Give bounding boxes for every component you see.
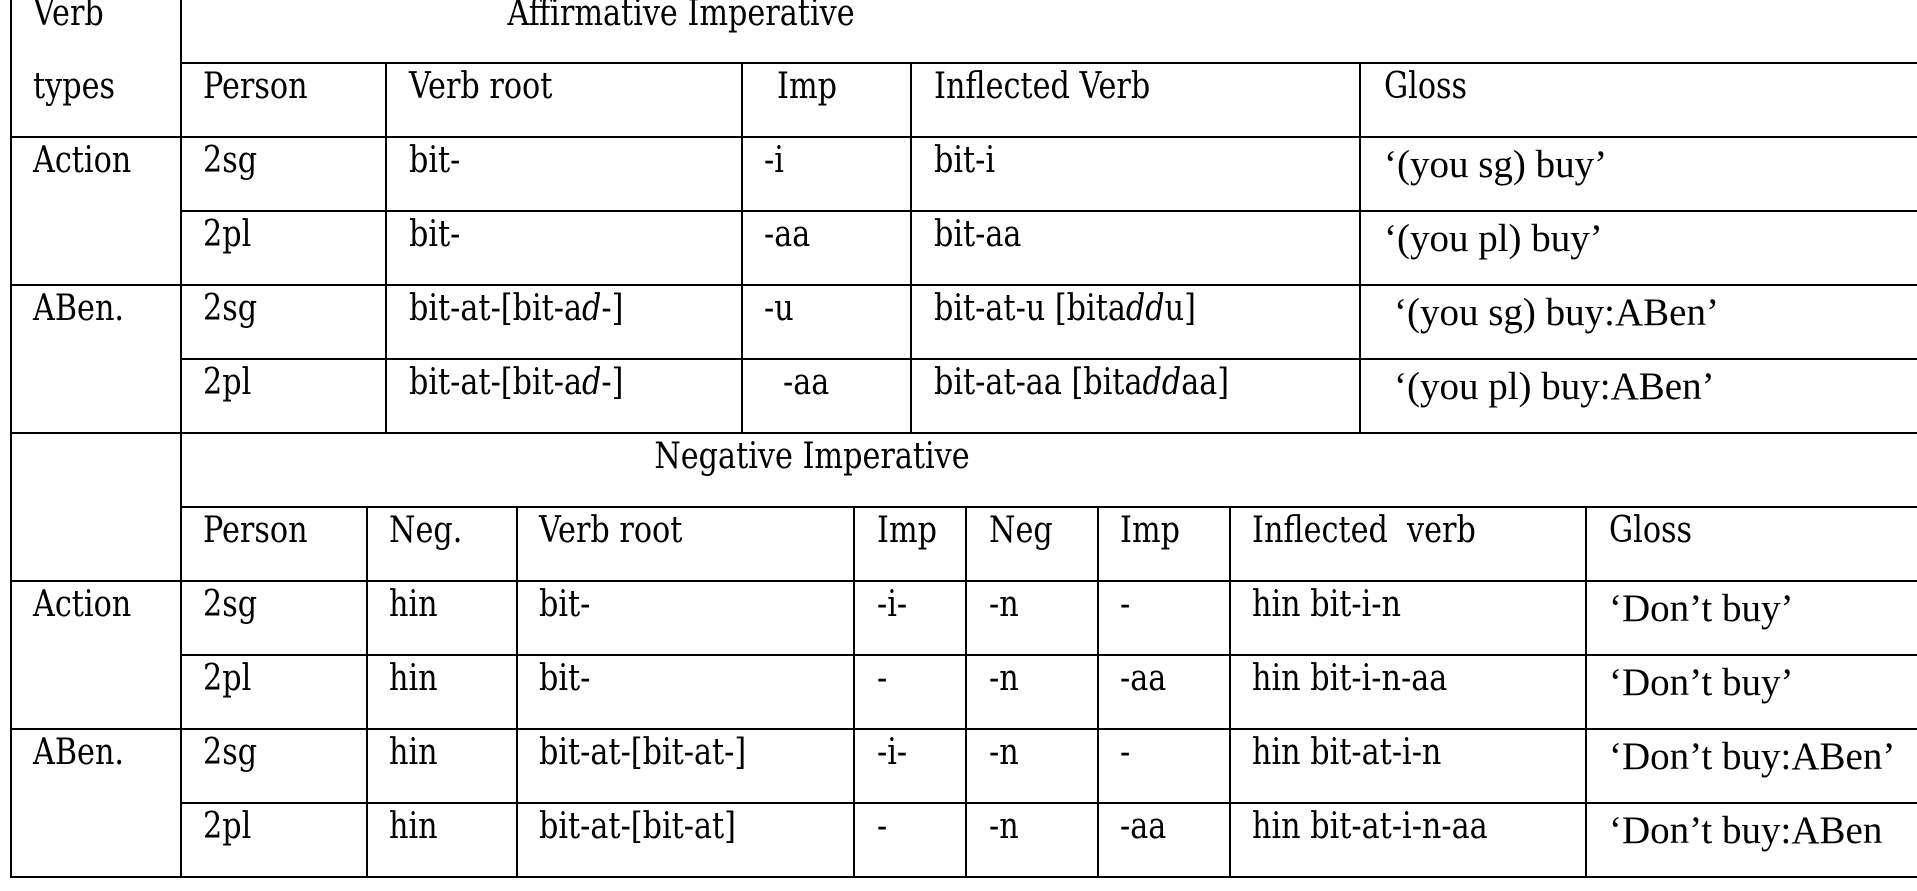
column-header: Gloss [1384, 66, 1468, 107]
table-rule [181, 506, 1917, 508]
person-cell: 2sg [203, 140, 258, 181]
table-rule [965, 506, 967, 878]
table-rule [1585, 506, 1587, 878]
inflected-verb-cell: hin bit-i-n [1252, 584, 1402, 625]
neg-cell: hin [389, 732, 438, 773]
verb-root-cell: bit- [409, 140, 461, 181]
inflected-verb-cell: bit-at-u [bitaddu] [934, 288, 1196, 329]
affirmative-title: Affirmative Imperative [507, 0, 855, 34]
imp-suffix-cell: -aa [1120, 658, 1167, 699]
imp-cell: -u [764, 288, 794, 329]
table-rule [385, 62, 387, 434]
table-rule [181, 802, 1917, 804]
person-cell: 2pl [203, 362, 252, 403]
gloss-cell: ‘(you sg) buy:ABen’ [1394, 291, 1719, 334]
verb-root-cell: bit-at-[bit-at-] [539, 732, 747, 773]
neg-cell: hin [389, 584, 438, 625]
verb-root-cell: bit-at-[bit-ad-] [409, 362, 624, 403]
gloss-cell: ‘Don’t buy:ABen’ [1609, 735, 1896, 778]
person-cell: 2sg [203, 584, 258, 625]
person-cell: 2pl [203, 658, 252, 699]
table-rule [181, 358, 1917, 360]
imp-suffix-cell: - [1120, 732, 1131, 773]
imp-cell: -aa [783, 362, 830, 403]
verb-type-cell: ABen. [33, 732, 125, 773]
table-rule [10, 0, 12, 878]
column-header: Imp [1120, 510, 1180, 551]
column-header: Person [203, 66, 308, 107]
column-header: Verb root [539, 510, 683, 551]
gloss-cell: ‘Don’t buy’ [1609, 661, 1794, 704]
verb-types-header: Verb [33, 0, 104, 34]
table-rule [181, 62, 1917, 64]
inflected-verb-cell: hin bit-at-i-n [1252, 732, 1442, 773]
inflected-verb-cell: bit-aa [934, 214, 1022, 255]
verb-root-cell: bit- [539, 658, 591, 699]
column-header: Person [203, 510, 308, 551]
gloss-cell: ‘(you pl) buy:ABen’ [1394, 365, 1715, 408]
table-rule [10, 432, 1917, 434]
imp-cell: -i- [877, 732, 908, 773]
verb-root-cell: bit-at-[bit-at] [539, 806, 736, 847]
table-rule [516, 506, 518, 878]
gloss-cell: ‘Don’t buy:ABen [1609, 809, 1883, 852]
gloss-cell: ‘Don’t buy’ [1609, 587, 1794, 630]
verb-type-cell: Action [33, 584, 132, 625]
column-header: Inflected Verb [934, 66, 1151, 107]
neg-suffix-cell: -n [989, 584, 1019, 625]
imp-cell: - [877, 806, 888, 847]
verb-root-cell: bit- [409, 214, 461, 255]
person-cell: 2pl [203, 214, 252, 255]
table-rule [910, 62, 912, 434]
table-rule [10, 284, 1917, 286]
neg-suffix-cell: -n [989, 806, 1019, 847]
imp-cell: -i- [877, 584, 908, 625]
verb-type-cell: ABen. [33, 288, 125, 329]
imp-suffix-cell: -aa [1120, 806, 1167, 847]
neg-cell: hin [389, 658, 438, 699]
table-rule [10, 728, 1917, 730]
table-rule [1097, 506, 1099, 878]
verb-root-cell: bit-at-[bit-ad-] [409, 288, 624, 329]
table-rule [10, 876, 1917, 878]
table-rule [181, 654, 1917, 656]
table-rule [180, 0, 182, 878]
neg-cell: hin [389, 806, 438, 847]
column-header: Neg. [389, 510, 463, 551]
gloss-cell: ‘(you sg) buy’ [1384, 143, 1608, 186]
imp-cell: -i [764, 140, 784, 181]
neg-suffix-cell: -n [989, 658, 1019, 699]
column-header: Neg [989, 510, 1053, 551]
person-cell: 2sg [203, 288, 258, 329]
table-rule [181, 210, 1917, 212]
inflected-verb-cell: bit-at-aa [bitaddaa] [934, 362, 1230, 403]
table-rule [741, 62, 743, 434]
person-cell: 2sg [203, 732, 258, 773]
negative-title: Negative Imperative [654, 436, 970, 477]
imp-cell: -aa [764, 214, 811, 255]
table-rule [366, 506, 368, 878]
imp-cell: - [877, 658, 888, 699]
column-header: Imp [877, 510, 937, 551]
verb-type-cell: Action [33, 140, 132, 181]
verb-root-cell: bit- [539, 584, 591, 625]
person-cell: 2pl [203, 806, 252, 847]
column-header: Inflected verb [1252, 510, 1476, 551]
neg-suffix-cell: -n [989, 732, 1019, 773]
inflected-verb-cell: hin bit-at-i-n-aa [1252, 806, 1488, 847]
inflected-verb-cell: bit-i [934, 140, 996, 181]
imp-suffix-cell: - [1120, 584, 1131, 625]
table-rule [1359, 62, 1361, 434]
column-header: Imp [777, 66, 837, 107]
table-rule [10, 580, 1917, 582]
inflected-verb-cell: hin bit-i-n-aa [1252, 658, 1448, 699]
table-rule [853, 506, 855, 878]
column-header: Verb root [409, 66, 553, 107]
gloss-cell: ‘(you pl) buy’ [1384, 217, 1603, 260]
table-rule [1229, 506, 1231, 878]
table-rule [10, 136, 1917, 138]
column-header: Gloss [1609, 510, 1693, 551]
verb-types-header: types [33, 66, 116, 107]
